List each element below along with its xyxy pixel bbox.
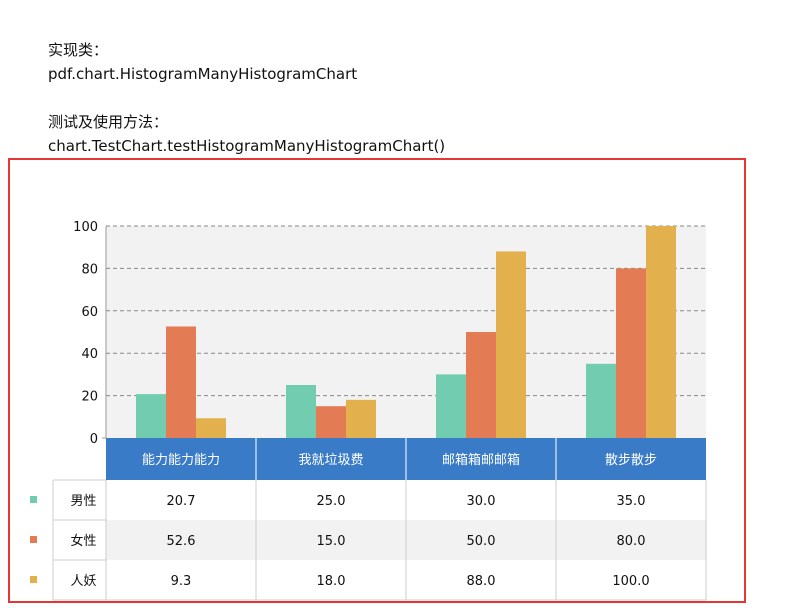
data-label: 9.3 [171,574,192,589]
data-label: 20.7 [167,494,196,509]
bar [136,394,166,438]
bar [166,326,196,438]
bar [466,332,496,438]
bar [616,268,646,438]
data-label: 88.0 [467,574,496,589]
impl-class-name: pdf.chart.HistogramManyHistogramChart [48,65,358,83]
data-label: 15.0 [317,534,346,549]
legend-marker [30,536,37,543]
y-tick-label: 80 [81,262,98,277]
data-label: 30.0 [467,494,496,509]
bar [496,251,526,438]
data-label: 35.0 [617,494,646,509]
data-label: 50.0 [467,534,496,549]
data-label: 18.0 [317,574,346,589]
category-label: 邮箱箱邮邮箱 [442,452,520,468]
legend-label: 女性 [70,533,96,549]
test-method-name: chart.TestChart.testHistogramManyHistogr… [48,137,446,155]
test-label: 测试及使用方法： [48,113,169,131]
bar [586,363,616,438]
data-label: 25.0 [317,494,346,509]
legend-label: 男性 [70,494,96,509]
category-label: 我就垃圾费 [298,453,363,468]
data-label: 80.0 [617,534,646,549]
y-tick-label: 100 [73,220,98,235]
chart-frame [8,158,746,603]
bar [346,399,376,438]
bar [286,385,316,438]
bar [646,226,676,438]
data-label: 100.0 [612,574,649,589]
bar [196,418,226,438]
legend-marker [30,576,37,583]
bar [436,374,466,438]
data-label: 52.6 [167,534,196,549]
y-tick-label: 60 [81,305,98,320]
legend-label: 人妖 [70,574,96,589]
category-label: 散步散步 [605,453,657,468]
bar [316,406,346,438]
impl-label: 实现类： [48,41,109,59]
y-tick-label: 0 [90,432,98,447]
y-tick-label: 20 [81,390,98,405]
category-label: 能力能力能力 [142,453,220,468]
legend-marker [30,496,37,503]
y-tick-label: 40 [81,347,98,362]
